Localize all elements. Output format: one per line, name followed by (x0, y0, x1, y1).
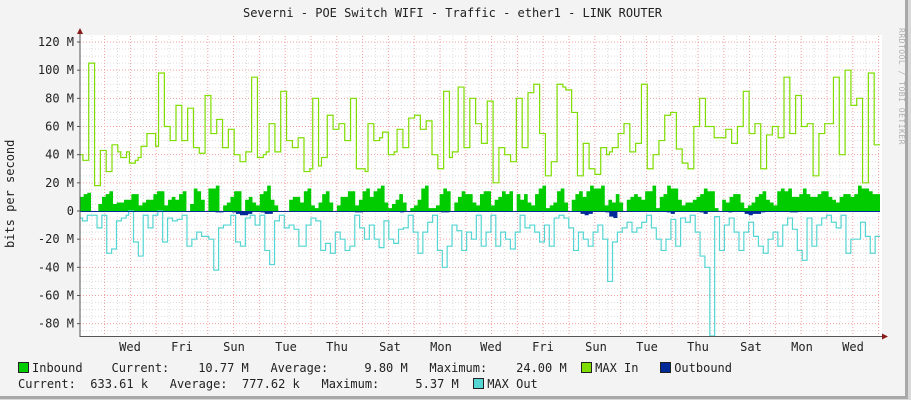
plot-background (80, 35, 882, 337)
x-tick-label: Wed (119, 340, 141, 354)
x-tick-label: Wed (842, 340, 864, 354)
y-tick-label: 80 M (45, 91, 74, 105)
max-in-swatch (581, 362, 593, 373)
y-tick-label: -40 M (38, 260, 74, 274)
grid-lines (80, 36, 880, 336)
y-tick-label: -20 M (38, 232, 74, 246)
x-tick-label: Mon (791, 340, 813, 354)
inbound-swatch (18, 362, 29, 373)
x-tick-label: Fri (532, 340, 554, 354)
outbound-maximum-label: Maximum: (321, 377, 380, 391)
x-tick-label: Thu (326, 340, 348, 354)
x-tick-label: Thu (687, 340, 709, 354)
x-tick-label: Tue (636, 340, 658, 354)
inbound-maximum-label: Maximum: (429, 361, 488, 375)
legend-row-inbound: Inbound Current: 10.77 M Average: 9.80 M… (18, 361, 732, 375)
legend-max-out-label: MAX Out (487, 377, 538, 391)
outbound-current-value: 633.61 k (90, 377, 149, 391)
inbound-maximum-value: 24.00 M (516, 361, 567, 375)
outbound-swatch (660, 362, 672, 373)
inbound-area (80, 185, 880, 211)
x-tick-label: Mon (430, 340, 452, 354)
rrdtool-watermark: RRDTOOL / TOBI OETIKER (897, 28, 906, 145)
max-out-swatch (473, 378, 485, 389)
legend-outbound-label: Outbound (674, 361, 732, 375)
y-tick-label: 0 (67, 204, 74, 218)
legend-row-outbound: Current: 633.61 k Average: 777.62 k Maxi… (18, 377, 538, 391)
legend-inbound-label: Inbound (32, 361, 83, 375)
max-in-line (80, 62, 880, 187)
x-tick-label: Fri (171, 340, 193, 354)
x-axis-arrow-icon (882, 333, 888, 340)
y-tick-label: 100 M (38, 63, 74, 77)
y-tick-label: 60 M (45, 120, 74, 134)
inbound-average-value: 9.80 M (364, 361, 408, 375)
outbound-average-label: Average: (169, 377, 228, 391)
y-tick-label: -60 M (38, 289, 74, 303)
outbound-maximum-value: 5.37 M (415, 377, 459, 391)
outbound-average-value: 777.62 k (241, 377, 300, 391)
inbound-current-value: 10.77 M (198, 361, 249, 375)
x-tick-label: Sat (740, 340, 762, 354)
y-axis-arrow-icon (77, 28, 83, 34)
legend-max-in-label: MAX In (595, 361, 639, 375)
x-tick-label: Sat (379, 340, 401, 354)
y-tick-label: 20 M (45, 176, 74, 190)
data-series (80, 62, 880, 337)
y-tick-label: 120 M (38, 35, 74, 49)
outbound-current-label: Current: (18, 377, 76, 391)
y-tick-label: -80 M (38, 317, 74, 331)
max-out-line (80, 210, 880, 337)
axes (77, 28, 888, 340)
outbound-area (80, 211, 880, 219)
x-tick-label: Sun (223, 340, 245, 354)
y-tick-labels: 120 M 100 M 80 M 60 M 40 M 20 M 0 -20 M -40 M -60… (38, 35, 74, 331)
x-tick-labels: Wed Fri Sun Tue Thu Sat Mon Wed Fri Sun Tue Thu Sat M… (119, 340, 864, 354)
inbound-current-label: Current: (111, 361, 170, 375)
y-tick-label: 40 M (45, 148, 74, 162)
traffic-chart: 120 M 100 M 80 M 60 M 40 M 20 M 0 -20 M -40 M -60… (38, 28, 888, 354)
chart-title: Severni - POE Switch WIFI - Traffic - et… (242, 6, 663, 20)
x-tick-label: Sun (585, 340, 607, 354)
x-tick-label: Tue (275, 340, 297, 354)
x-tick-label: Wed (480, 340, 502, 354)
inbound-average-label: Average: (270, 361, 329, 375)
